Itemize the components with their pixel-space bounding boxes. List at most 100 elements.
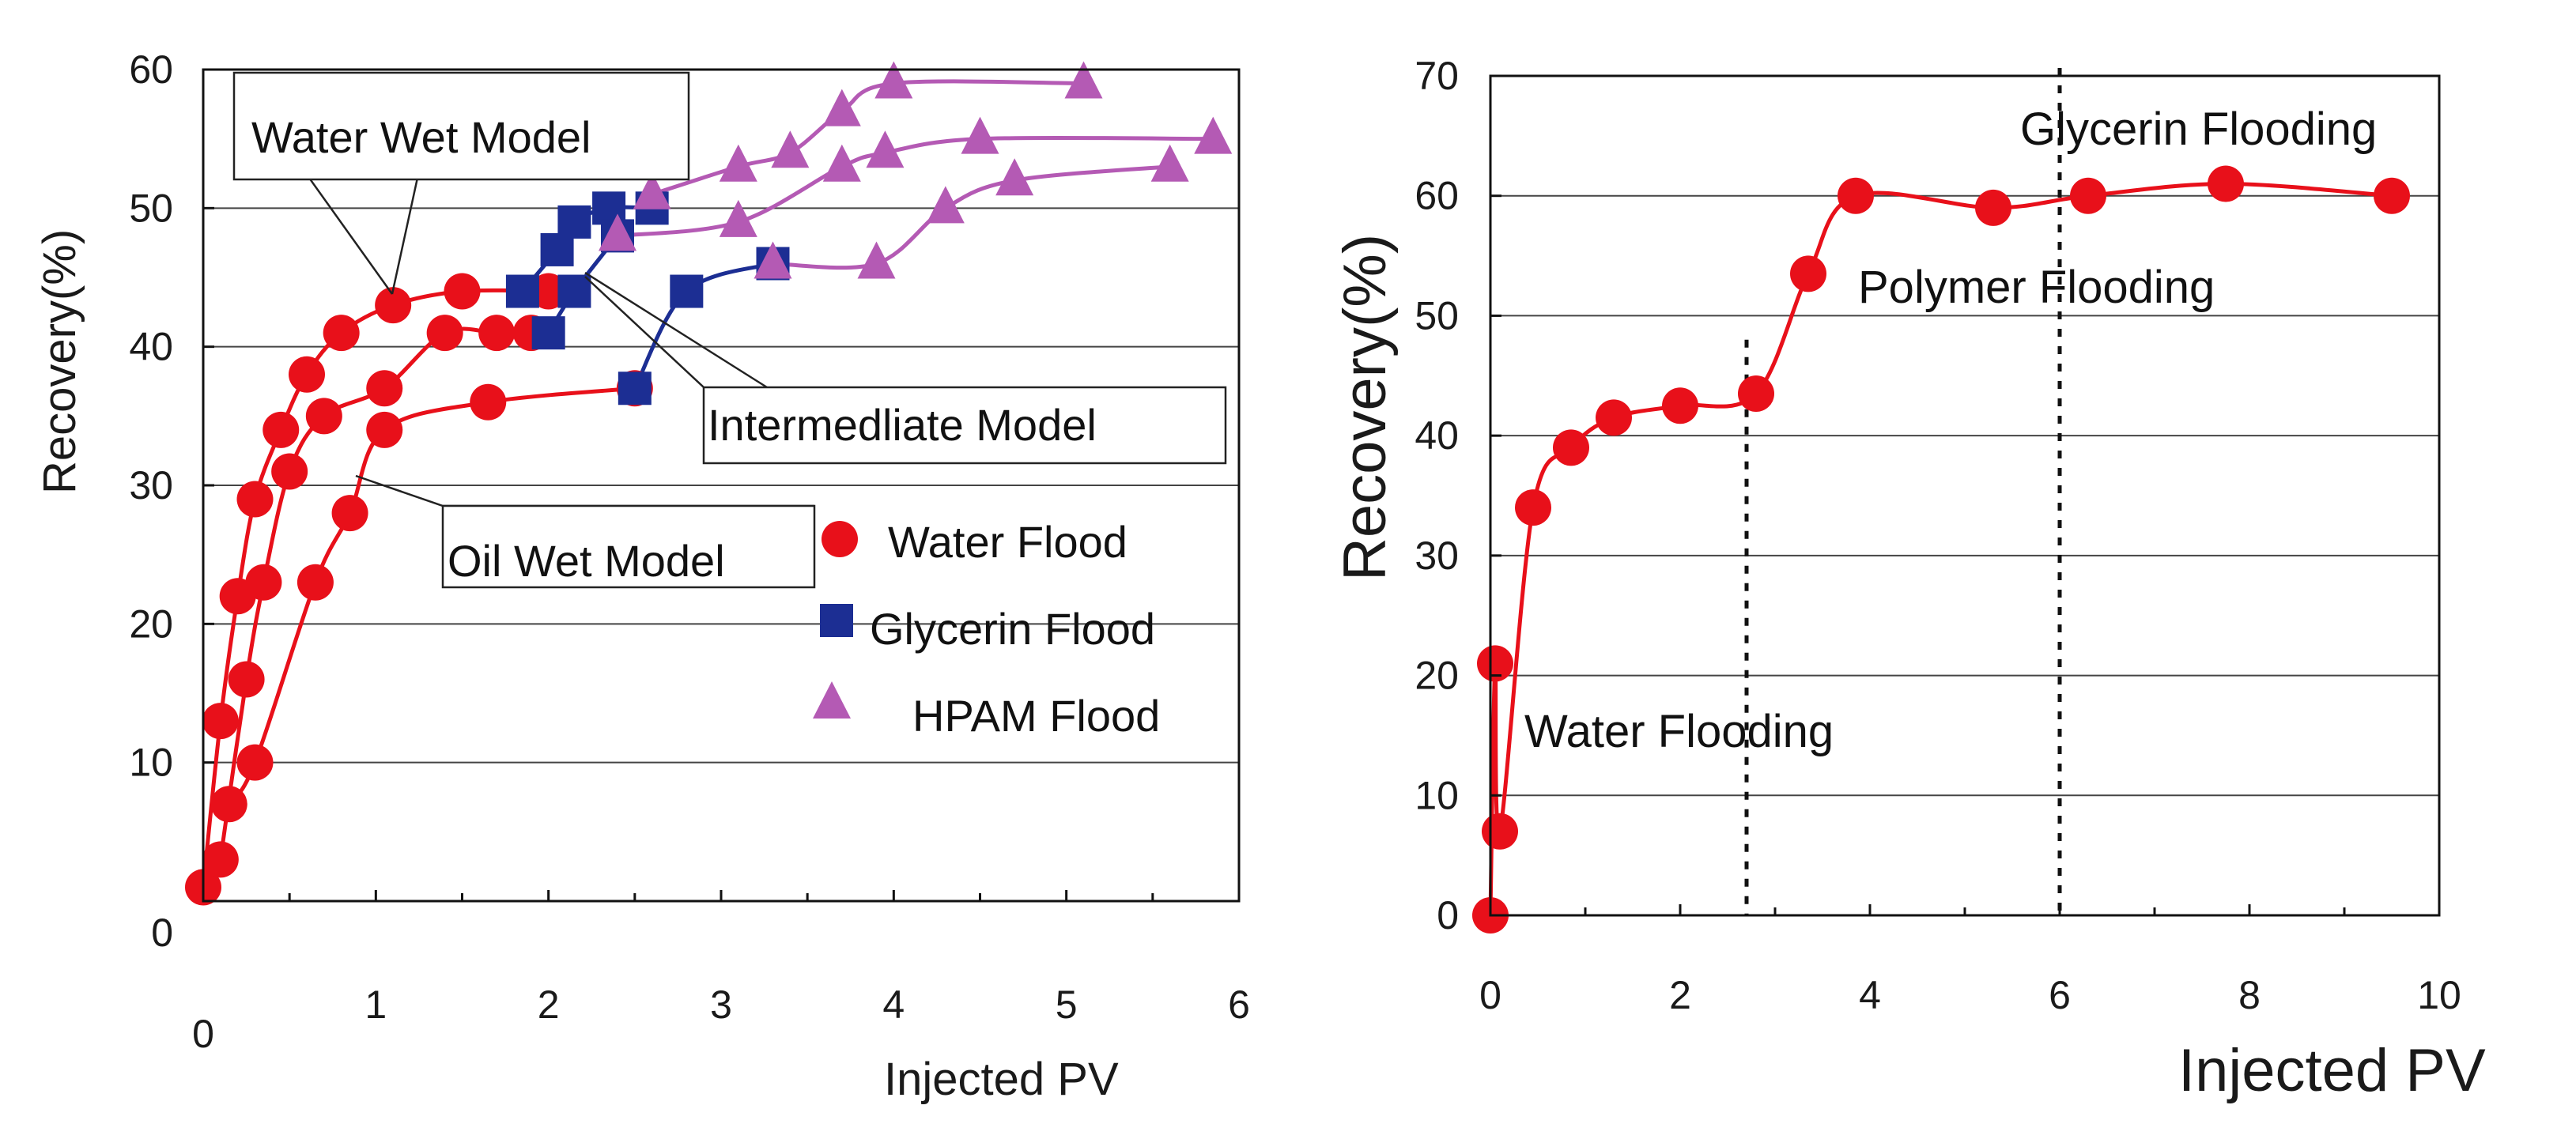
data-point-circle: [426, 315, 463, 352]
right-x-tick-label: 4: [1859, 973, 1881, 1017]
data-point-circle: [1596, 399, 1632, 436]
data-point-square: [531, 316, 565, 350]
legend-marker-square: [820, 604, 853, 637]
data-point-square: [618, 372, 652, 405]
data-point-circle: [236, 744, 274, 781]
data-point-triangle: [719, 199, 757, 237]
left-x-tick-label: 4: [882, 983, 905, 1027]
chart-left: 0 10 20 30 40 50 60 0 1 2 3 4 5 6 Water Wet Model Int…: [34, 47, 1250, 1105]
left-y-axis-title: Recovery(%): [34, 229, 85, 494]
data-point-circle: [470, 383, 507, 421]
legend-label-water-flood: Water Flood: [888, 517, 1127, 567]
data-point-circle: [245, 564, 282, 601]
right-y-tick-label: 50: [1415, 293, 1459, 338]
data-point-triangle: [822, 89, 861, 126]
right-x-tick-label: 10: [2417, 973, 2461, 1017]
right-y-tick-label: 60: [1415, 174, 1459, 218]
data-point-triangle: [599, 213, 636, 251]
data-point-triangle: [874, 61, 913, 99]
data-point-circle: [1838, 177, 1874, 214]
data-point-triangle: [771, 130, 810, 168]
data-point-circle: [289, 356, 325, 393]
data-point-circle: [1477, 645, 1513, 682]
left-x-tick-label: 3: [710, 983, 732, 1027]
right-x-tick-label: 0: [1479, 973, 1501, 1017]
data-point-circle: [2208, 165, 2244, 202]
data-point-triangle: [754, 241, 792, 279]
left-x-tick-label: 0: [192, 1012, 214, 1056]
legend-label-glycerin-flood: Glycerin Flood: [870, 604, 1155, 654]
annotation-oil-wet: Oil Wet Model: [448, 536, 725, 586]
right-stage-dividers: [1744, 68, 2062, 915]
left-tick-marks: [202, 68, 1241, 903]
data-point-circle: [305, 398, 342, 435]
data-point-circle: [1662, 387, 1698, 424]
data-point-circle: [530, 273, 567, 310]
annotation-box-intermediate: [702, 386, 1227, 465]
legend-markers: [813, 521, 858, 719]
stage-label-glycerin-flooding: Glycerin Flooding: [2020, 104, 2377, 155]
right-y-tick-label: 40: [1415, 413, 1459, 458]
left-annotations: Water Wet Model Intermedliate Model Oil …: [232, 71, 1227, 589]
leader-intermediate: [584, 271, 768, 389]
data-point-circle: [478, 315, 516, 352]
data-point-circle: [2070, 177, 2106, 214]
right-tick-marks: [1489, 74, 2441, 917]
annotation-box-water-wet: [232, 71, 690, 181]
data-point-triangle: [1064, 61, 1103, 99]
data-point-triangle: [822, 144, 861, 182]
data-point-circle: [366, 411, 403, 448]
data-point-square: [505, 274, 539, 308]
legend-label-hpam-flood: HPAM Flood: [912, 691, 1160, 741]
data-point-circle: [1515, 489, 1551, 526]
left-tick-labels: 0 10 20 30 40 50 60 0 1 2 3 4 5 6: [129, 47, 1250, 1056]
data-point-circle: [1553, 429, 1589, 466]
right-y-tick-label: 70: [1415, 54, 1459, 98]
left-y-tick-label: 20: [129, 602, 173, 646]
annotation-intermediate: Intermedliate Model: [708, 400, 1097, 450]
chart-right: 0 10 20 30 40 50 60 70 0 2 4 6 8 10 Water Flooding Po…: [1331, 54, 2486, 1104]
right-y-tick-label: 20: [1415, 654, 1459, 698]
data-point-circle: [331, 495, 368, 532]
left-y-tick-label: 30: [129, 463, 173, 507]
data-point-circle: [375, 287, 412, 324]
data-point-triangle: [866, 130, 905, 168]
data-point-triangle: [633, 172, 671, 209]
right-y-tick-label: 30: [1415, 534, 1459, 578]
right-plot-frame: [1489, 74, 2441, 917]
data-point-square: [670, 274, 704, 308]
left-x-axis-title: Injected PV: [884, 1054, 1119, 1105]
data-point-circle: [202, 703, 239, 740]
series-line: [772, 164, 1170, 270]
data-point-circle: [1482, 813, 1518, 850]
annotation-water-wet: Water Wet Model: [251, 112, 591, 162]
data-point-circle: [444, 273, 481, 310]
data-point-circle: [228, 661, 265, 698]
data-point-circle: [297, 564, 334, 601]
data-point-triangle: [719, 144, 757, 182]
right-tick-labels: 0 10 20 30 40 50 60 70 0 2 4 6 8 10: [1415, 54, 2461, 1017]
left-x-tick-label: 6: [1228, 983, 1250, 1027]
data-point-circle: [323, 315, 360, 352]
right-x-tick-label: 6: [2049, 973, 2071, 1017]
stage-label-polymer-flooding: Polymer Flooding: [1858, 262, 2215, 313]
data-point-triangle: [961, 116, 999, 154]
right-x-tick-label: 8: [2238, 973, 2261, 1017]
left-series-lines: [201, 79, 1214, 888]
right-y-tick-label: 10: [1415, 773, 1459, 817]
data-point-triangle: [995, 158, 1034, 196]
data-point-square: [557, 205, 591, 239]
left-y-tick-label: 40: [129, 325, 173, 369]
data-point-circle: [1975, 189, 2011, 226]
left-markers: [185, 61, 1233, 906]
right-gridlines: [1490, 194, 2439, 797]
left-y-tick-label: 50: [129, 186, 173, 230]
series-line: [633, 262, 774, 390]
right-markers: [1472, 165, 2410, 934]
data-point-square: [540, 232, 574, 266]
right-x-tick-label: 2: [1669, 973, 1691, 1017]
data-point-circle: [1738, 375, 1774, 413]
data-point-circle: [2374, 177, 2410, 214]
left-x-tick-label: 1: [364, 983, 387, 1027]
right-y-tick-label: 0: [1437, 893, 1459, 937]
